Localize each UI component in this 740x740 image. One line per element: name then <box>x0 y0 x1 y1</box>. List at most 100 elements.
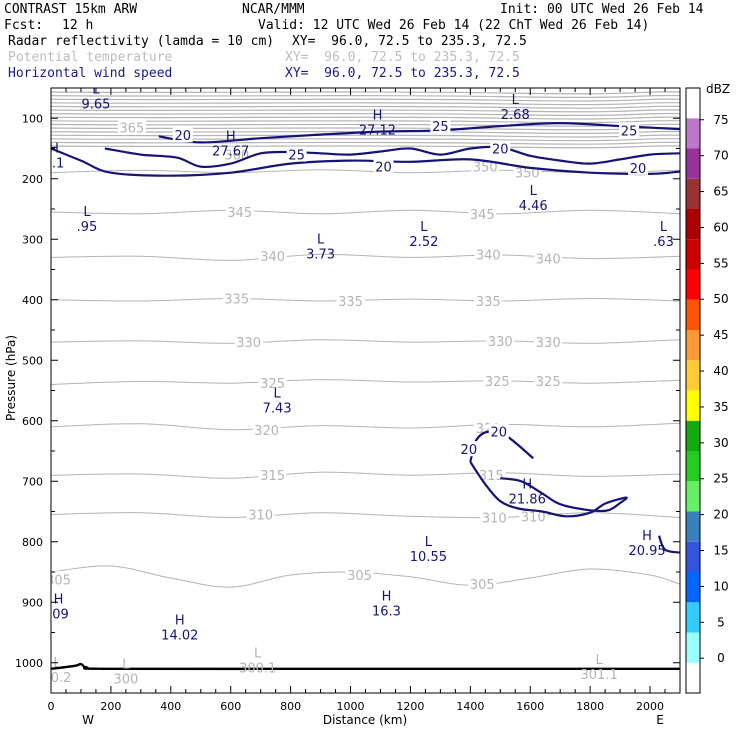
extremum-low: L2.52 <box>409 220 438 250</box>
extrema-labels: L9.65H2.1H27.67H27.12L2.68L.95L3.73L2.52… <box>51 88 674 688</box>
theta-band-line <box>51 141 680 145</box>
theta-label-bg <box>51 571 73 587</box>
theta-band-line <box>51 98 680 102</box>
wind-label: 20 <box>461 443 478 458</box>
colorbar-label: 35 <box>713 400 728 414</box>
theta-band-line <box>51 105 680 109</box>
extremum-value: 10.55 <box>410 550 447 565</box>
colorbar-label: 30 <box>713 436 728 450</box>
theta-label-bg <box>258 375 287 391</box>
forecast-hour: 12 h <box>62 18 94 33</box>
extremum-low: L9.65 <box>81 88 110 112</box>
wind-label-bg <box>373 158 394 174</box>
x-tick-label: 200 <box>100 700 121 713</box>
colorbar-label: 50 <box>713 292 728 306</box>
wind-contour-20 <box>104 145 680 169</box>
extremum-kind: L <box>317 232 325 247</box>
colorbar-label: 65 <box>713 185 728 199</box>
theta-label-bg <box>534 334 563 350</box>
colorbar-cell <box>686 662 700 693</box>
y-tick-label: 600 <box>22 415 43 428</box>
x-end-label-west: W <box>82 713 94 727</box>
theta-label: 325 <box>260 377 285 392</box>
extremum-kind: L <box>512 93 520 108</box>
colorbar-label: 55 <box>713 256 728 270</box>
extremum-value: 27.67 <box>212 144 249 159</box>
colorbar-label: 0 <box>717 651 725 665</box>
colorbar-cell <box>686 88 700 119</box>
theta-contour-335 <box>51 297 680 302</box>
theta-label: 365 <box>119 121 144 136</box>
theta-label: 350 <box>473 161 498 176</box>
y-tick-label: 200 <box>22 173 43 186</box>
theta-label-bg <box>222 146 251 162</box>
extremum-low: L10.55 <box>410 535 447 565</box>
colorbar-cell <box>686 390 700 421</box>
wind-label-bg <box>619 122 640 138</box>
theta-label: 325 <box>536 375 561 390</box>
theta-contour-310 <box>51 512 680 519</box>
colorbar-cell <box>686 632 700 663</box>
theta-label: 340 <box>476 248 501 263</box>
colorbar-unit: dBZ <box>706 82 730 96</box>
theta-contour-320 <box>51 422 680 431</box>
y-tick-label: 800 <box>22 536 43 549</box>
x-axis-title: Distance (km) <box>323 713 407 727</box>
y-tick-label: 900 <box>22 596 43 609</box>
wind-contour-20 <box>657 535 680 554</box>
wind-label-bg <box>458 441 479 457</box>
theta-label-bg <box>483 372 512 388</box>
extremum-kind: H <box>226 129 236 144</box>
theta-label: 325 <box>485 375 510 390</box>
theta-label-bg <box>534 250 563 266</box>
theta-label: 335 <box>224 293 249 308</box>
extremum-value: 4.46 <box>519 199 548 214</box>
extremum-kind: L <box>83 205 91 220</box>
extremum-kind: H <box>522 477 532 492</box>
theta-label: 335 <box>476 295 501 310</box>
extremum-kind: L <box>53 656 61 671</box>
wind-contour-20 <box>51 147 680 177</box>
theta-label-bg <box>486 332 515 348</box>
organization-label: NCAR/MMM <box>242 2 305 17</box>
colorbar-cell <box>686 299 700 330</box>
extremum-high: H.09 <box>51 592 69 622</box>
plot-border <box>50 87 681 694</box>
theta-band-line <box>51 116 680 120</box>
wind-label-bg <box>490 140 511 156</box>
theta-label-bg <box>345 567 374 583</box>
colorbar-label: 5 <box>717 615 725 629</box>
extremum-value: 14.02 <box>161 628 198 643</box>
colorbar-label: 25 <box>713 472 728 486</box>
wind-label: 20 <box>492 143 509 158</box>
theta-label: 330 <box>236 336 261 351</box>
extremum-kind: L <box>420 220 428 235</box>
wind-contour-25 <box>158 121 680 144</box>
colorbar-cell <box>686 420 700 451</box>
theta-label-bg <box>534 372 563 388</box>
colorbar-border <box>685 87 701 694</box>
colorbar-cell <box>686 511 700 542</box>
theta-label-bg <box>474 246 503 262</box>
extremum-high: H27.67 <box>212 129 249 159</box>
extremum-value: 3.73 <box>306 247 335 262</box>
field-reflectivity-xy: XY= 96.0, 72.5 to 235.3, 72.5 <box>292 34 527 49</box>
x-tick-label: 1800 <box>576 700 604 713</box>
theta-contour-330 <box>51 339 680 344</box>
colorbar-cell <box>686 572 700 603</box>
wind-label: 20 <box>375 161 392 176</box>
colorbar-cell <box>686 148 700 179</box>
wind-label-bg <box>286 146 307 162</box>
extremum-low: L.63 <box>653 220 674 250</box>
theta-band-line <box>51 102 680 106</box>
wind-contour-20 <box>469 461 628 518</box>
theta-label-bg <box>468 576 497 592</box>
theta-label: 305 <box>470 578 495 593</box>
colorbar-cell <box>686 209 700 240</box>
extremum-low: L.95 <box>77 205 98 235</box>
extremum-high: H14.02 <box>161 613 198 643</box>
